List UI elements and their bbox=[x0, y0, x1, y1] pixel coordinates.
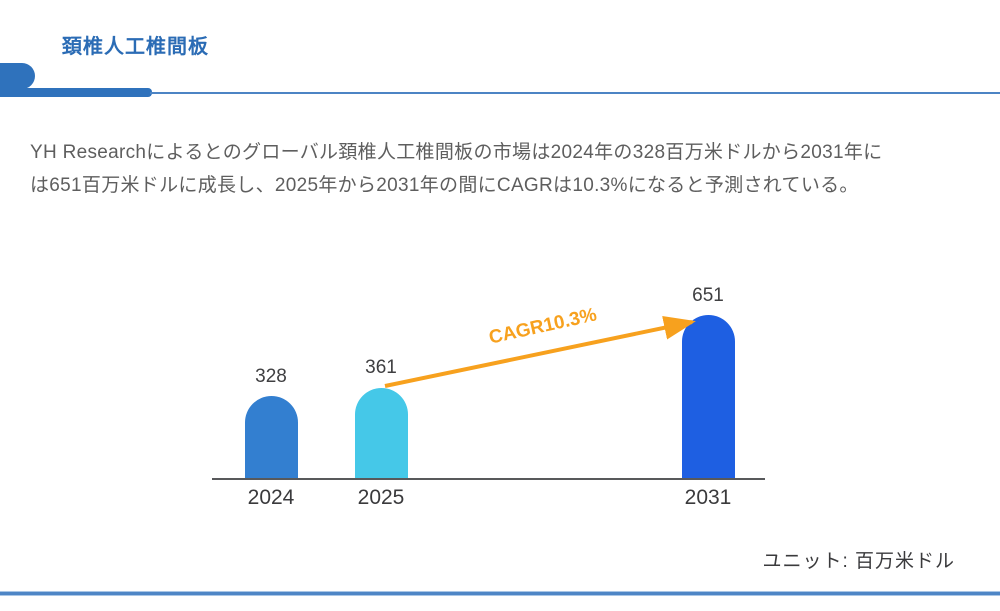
bar-2031 bbox=[682, 315, 735, 478]
bar-value-2031: 651 bbox=[692, 285, 724, 306]
header-accent-bar bbox=[0, 88, 152, 97]
x-tick-2025: 2025 bbox=[357, 486, 405, 509]
header-accent-tab bbox=[0, 63, 35, 89]
page-title: 頚椎人工椎間板 bbox=[62, 36, 209, 58]
intro-line-1: YH Researchによるとのグローバル頚椎人工椎間板の市場は2024年の32… bbox=[30, 142, 883, 163]
header-divider bbox=[150, 92, 1000, 94]
chart-x-axis bbox=[212, 478, 765, 480]
cagr-annotation: CAGR10.3% bbox=[486, 304, 599, 349]
bar-value-2024: 328 bbox=[255, 366, 287, 387]
chart-unit-label: ユニット: 百万米ドル bbox=[762, 551, 955, 572]
x-tick-2024: 2024 bbox=[247, 486, 295, 509]
bar-value-2025: 361 bbox=[365, 357, 397, 378]
footer-divider bbox=[0, 591, 1000, 596]
x-tick-2031: 2031 bbox=[684, 486, 732, 509]
intro-paragraph: YH Researchによるとのグローバル頚椎人工椎間板の市場は2024年の32… bbox=[30, 136, 975, 202]
bar-2024 bbox=[245, 396, 298, 478]
bar-2025 bbox=[355, 387, 408, 478]
intro-line-2: は651百万米ドルに成長し、2025年から2031年の間にCAGRは10.3%に… bbox=[30, 175, 859, 196]
